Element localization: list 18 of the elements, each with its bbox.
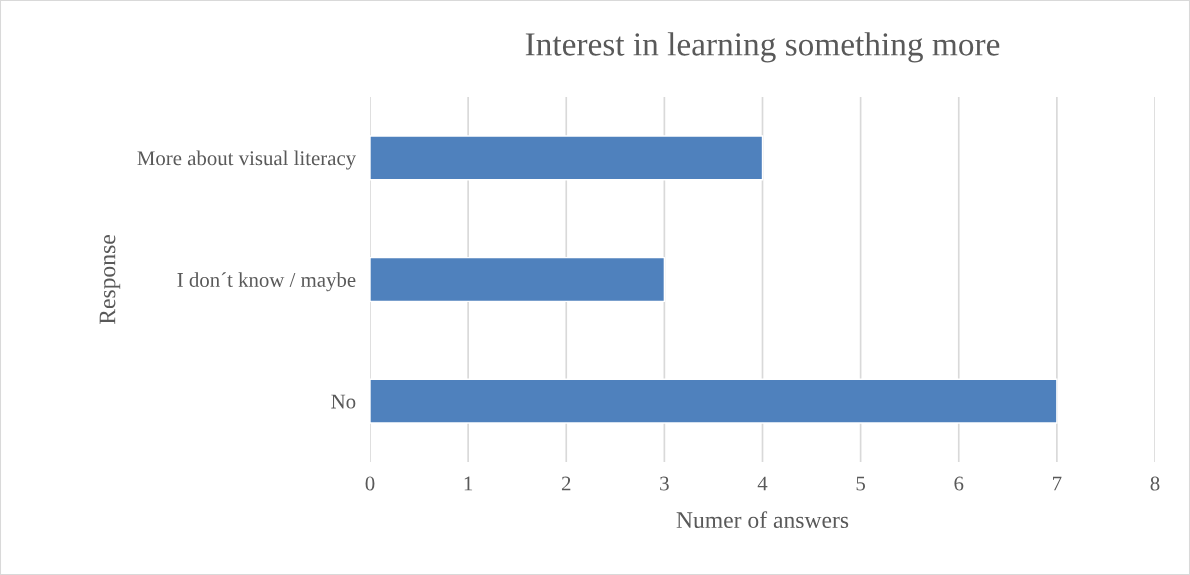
x-tick-label: 1 [464, 476, 473, 491]
x-tick-label: 4 [757, 476, 768, 491]
chart-title: Interest in learning something more [525, 32, 1000, 63]
x-tick-label: 3 [660, 476, 669, 491]
x-tick-label: 2 [561, 476, 571, 491]
x-tick-label: 5 [856, 476, 866, 491]
x-tick-label: 7 [1053, 476, 1062, 491]
bar [370, 256, 666, 303]
x-tick-label: 8 [1150, 476, 1160, 491]
bar [370, 135, 764, 181]
y-tick-label: I don´t know / maybe [177, 272, 356, 292]
y-axis-title: Response [99, 235, 121, 325]
y-tick-label: No [331, 394, 356, 409]
x-axis-title: Numer of answers [676, 511, 849, 529]
y-tick-label: More about visual literacy [137, 150, 357, 170]
bar [370, 378, 1058, 424]
x-tick-label: 6 [954, 476, 964, 491]
x-tick-label: 0 [365, 476, 375, 491]
